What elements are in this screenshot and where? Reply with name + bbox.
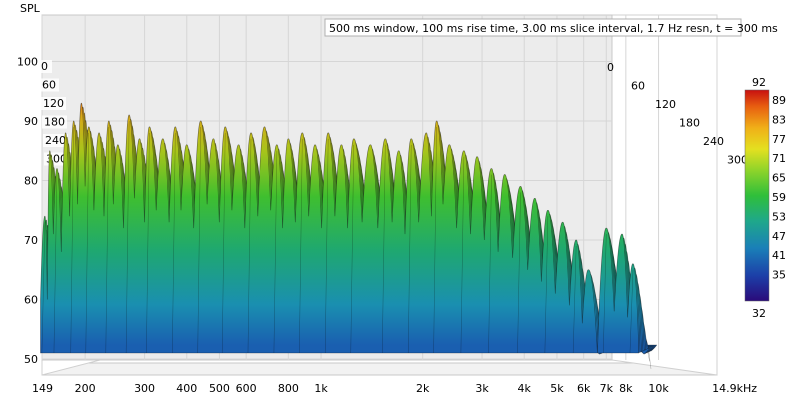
x-tick-label: 14.9kHz <box>712 382 757 395</box>
colorbar-label: 47 <box>772 230 786 243</box>
x-tick-label: 400 <box>176 382 197 395</box>
x-tick-label: 500 <box>209 382 230 395</box>
slice-ridge <box>324 138 329 354</box>
colorbar-max-label: 92 <box>752 76 766 89</box>
time-tick-label-left: 0 <box>41 60 48 73</box>
colorbar-label: 71 <box>772 152 786 165</box>
time-tick-bg <box>41 97 66 110</box>
time-tick-label-right: 120 <box>655 98 676 111</box>
slice-ridge <box>299 138 303 354</box>
y-tick-label: 90 <box>24 115 38 128</box>
x-tick-label: 4k <box>518 382 532 395</box>
x-axis-ticks: 149 200 300 400 500 600 800 1k 2k 3k 4k 5k 6k 7k 8k 10k… <box>32 382 757 395</box>
slice-ridge <box>603 234 607 354</box>
slice-ridge <box>247 138 252 354</box>
slice-ridge <box>382 144 386 354</box>
colorbar-label: 59 <box>772 191 786 204</box>
time-tick-label-right: 300 <box>727 154 748 167</box>
colorbar-min-label: 32 <box>752 307 766 320</box>
slice-ridge <box>41 222 46 354</box>
colorbar-label: 77 <box>772 133 786 146</box>
slice-ridge <box>221 132 226 354</box>
time-tick-label-left: 60 <box>42 79 56 92</box>
x-tick-label: 800 <box>278 382 299 395</box>
info-box: 500 ms window, 100 ms rise time, 3.00 ms… <box>324 18 778 37</box>
time-tick-label-right: 240 <box>703 135 724 148</box>
time-tick-bg <box>39 60 52 73</box>
y-axis-ticks: 100 90 80 70 60 50 <box>17 56 38 367</box>
slice-ridge <box>572 245 577 354</box>
x-tick-label: 300 <box>134 382 155 395</box>
time-tick-bg <box>43 134 68 147</box>
waterfall-slices <box>40 102 657 369</box>
x-tick-label: 2k <box>416 382 430 395</box>
y-tick-label: 70 <box>24 234 38 247</box>
colorbar-label: 83 <box>772 113 786 126</box>
slice-ridge <box>146 132 150 354</box>
slice-ridge <box>85 132 90 354</box>
x-tick-label: 200 <box>75 382 96 395</box>
slice-ridge <box>53 174 58 354</box>
slice-ridge <box>460 156 465 354</box>
time-tick-label-left: 120 <box>43 97 64 110</box>
slice-ridge <box>433 126 437 354</box>
x-tick-label: 5k <box>550 382 564 395</box>
x-tick-label: 600 <box>236 382 257 395</box>
x-tick-label: 10k <box>648 382 669 395</box>
colorbar-gradient <box>744 89 770 302</box>
info-text: 500 ms window, 100 ms rise time, 3.00 ms… <box>329 22 778 35</box>
waterfall-slice <box>40 102 639 354</box>
slice-ridge <box>197 126 201 354</box>
y-tick-label: 100 <box>17 56 38 69</box>
x-tick-label: 3k <box>475 382 489 395</box>
slice-ridge <box>273 150 278 354</box>
slice-ridge <box>488 174 492 354</box>
time-tick-label-right: 60 <box>631 80 645 93</box>
slice-ridge <box>629 269 634 354</box>
y-axis-label: SPL <box>20 2 41 15</box>
slice-ridge <box>105 126 110 354</box>
slice-ridge <box>407 144 412 354</box>
colorbar-label: 41 <box>772 249 786 262</box>
colorbar: 92 89 83 77 71 65 59 53 47 41 35 32 <box>744 76 786 320</box>
slice-ridge <box>350 144 355 354</box>
x-tick-label: 8k <box>619 382 633 395</box>
time-tick-label-right: 180 <box>679 117 700 130</box>
x-tick-label: 1k <box>314 382 328 395</box>
x-tick-label: 149 <box>32 382 53 395</box>
time-tick-label-right: 0 <box>607 61 614 74</box>
y-tick-label: 80 <box>24 175 38 188</box>
slice-ridge <box>70 126 74 354</box>
colorbar-label: 89 <box>772 94 786 107</box>
time-tick-label-left: 240 <box>45 134 66 147</box>
colorbar-label: 53 <box>772 210 786 223</box>
time-tick-bg <box>42 115 67 129</box>
x-tick-label: 7k <box>600 382 614 395</box>
slice-ridge <box>517 192 521 354</box>
colorbar-label: 65 <box>772 172 786 185</box>
y-tick-label: 50 <box>24 353 38 366</box>
time-tick-label-left: 180 <box>44 116 65 129</box>
x-tick-label: 6k <box>577 382 591 395</box>
y-tick-label: 60 <box>24 294 38 307</box>
slice-ridge <box>125 121 130 354</box>
time-tick-bg <box>40 78 59 92</box>
colorbar-labels: 89 83 77 71 65 59 53 47 41 35 <box>772 94 786 282</box>
slice-ridge <box>544 216 549 354</box>
colorbar-label: 35 <box>772 269 786 282</box>
slice-ridge <box>172 132 176 354</box>
